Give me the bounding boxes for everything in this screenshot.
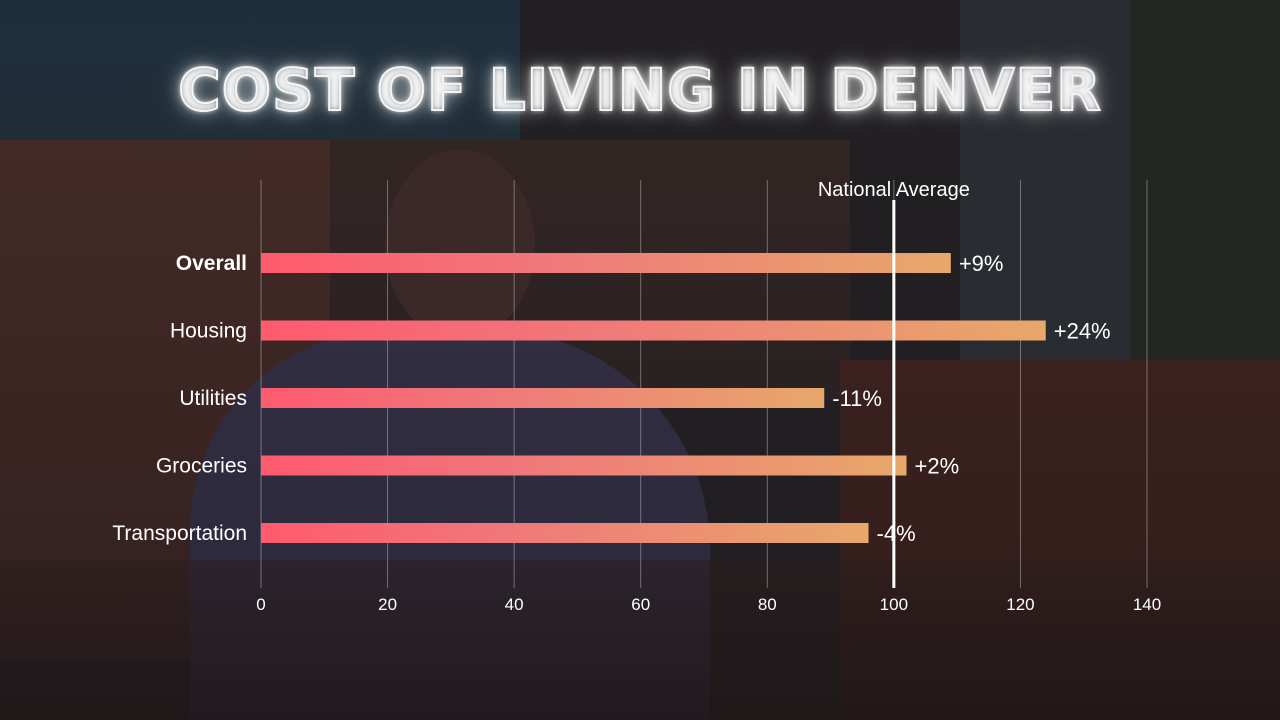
- chart-labels: 0 20 40 60 80 100 120 140 Overall +9% Housing +24% U…: [112, 251, 1161, 614]
- x-tick-label: 20: [378, 595, 397, 614]
- value-label: +9%: [959, 251, 1004, 276]
- bar-groceries: [261, 455, 907, 476]
- chart-bars: [261, 253, 1046, 543]
- value-label: +24%: [1054, 319, 1111, 344]
- category-label: Overall: [176, 252, 247, 275]
- bar-transportation: [261, 523, 869, 543]
- x-tick-label: 100: [880, 595, 908, 614]
- value-label: -11%: [832, 386, 882, 411]
- background-tower: [960, 0, 1140, 370]
- category-label: Utilities: [179, 387, 247, 410]
- x-tick-label: 140: [1133, 595, 1161, 614]
- background-floor: [0, 560, 1280, 720]
- bar-overall: [261, 253, 951, 273]
- value-label: -4%: [877, 521, 916, 546]
- background-trees: [1130, 0, 1280, 380]
- bar-housing: [261, 320, 1046, 341]
- category-label: Groceries: [156, 455, 247, 478]
- x-tick-label: 60: [631, 595, 650, 614]
- national-average-label: National Average: [818, 179, 970, 201]
- value-label: +2%: [915, 454, 960, 479]
- category-label: Housing: [170, 320, 247, 343]
- x-tick-label: 0: [256, 595, 265, 614]
- x-tick-label: 80: [758, 595, 777, 614]
- x-tick-label: 40: [505, 595, 524, 614]
- chart-title: COST OF LIVING IN DENVER: [177, 55, 1102, 125]
- background-person-head: [385, 150, 535, 340]
- bar-utilities: [261, 388, 825, 408]
- reference-line-group: National Average: [818, 179, 970, 588]
- x-tick-label: 120: [1006, 595, 1034, 614]
- category-label: Transportation: [112, 522, 247, 545]
